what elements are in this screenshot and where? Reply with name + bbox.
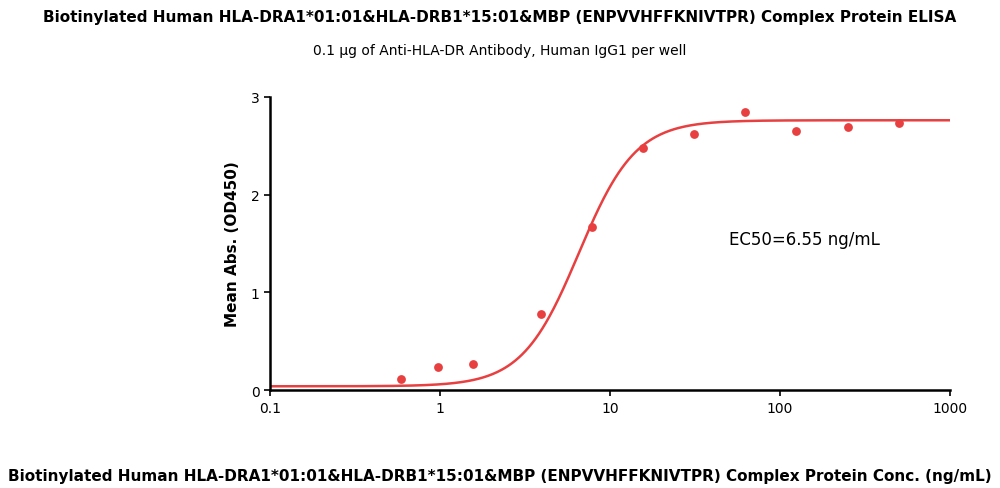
Point (533, 310, 549, 318)
Text: Biotinylated Human HLA-DRA1*01:01&HLA-DRB1*15:01&MBP (ENPVVHFFKNIVTPR) Complex P: Biotinylated Human HLA-DRA1*01:01&HLA-DR… (43, 10, 957, 25)
Point (430, 363, 446, 371)
Text: Biotinylated Human HLA-DRA1*01:01&HLA-DRB1*15:01&MBP (ENPVVHFFKNIVTPR) Complex P: Biotinylated Human HLA-DRA1*01:01&HLA-DR… (8, 468, 992, 483)
Point (737, 109, 753, 117)
Point (840, 124, 856, 132)
Point (686, 131, 702, 139)
Y-axis label: Mean Abs. (OD450): Mean Abs. (OD450) (225, 162, 240, 326)
Text: EC50=6.55 ng/mL: EC50=6.55 ng/mL (729, 230, 880, 248)
Point (465, 360, 481, 368)
Point (891, 120, 907, 128)
Point (788, 128, 804, 136)
Point (635, 144, 651, 152)
Point (584, 224, 600, 231)
Text: 0.1 μg of Anti-HLA-DR Antibody, Human IgG1 per well: 0.1 μg of Anti-HLA-DR Antibody, Human Ig… (313, 44, 687, 58)
Point (393, 375, 409, 383)
